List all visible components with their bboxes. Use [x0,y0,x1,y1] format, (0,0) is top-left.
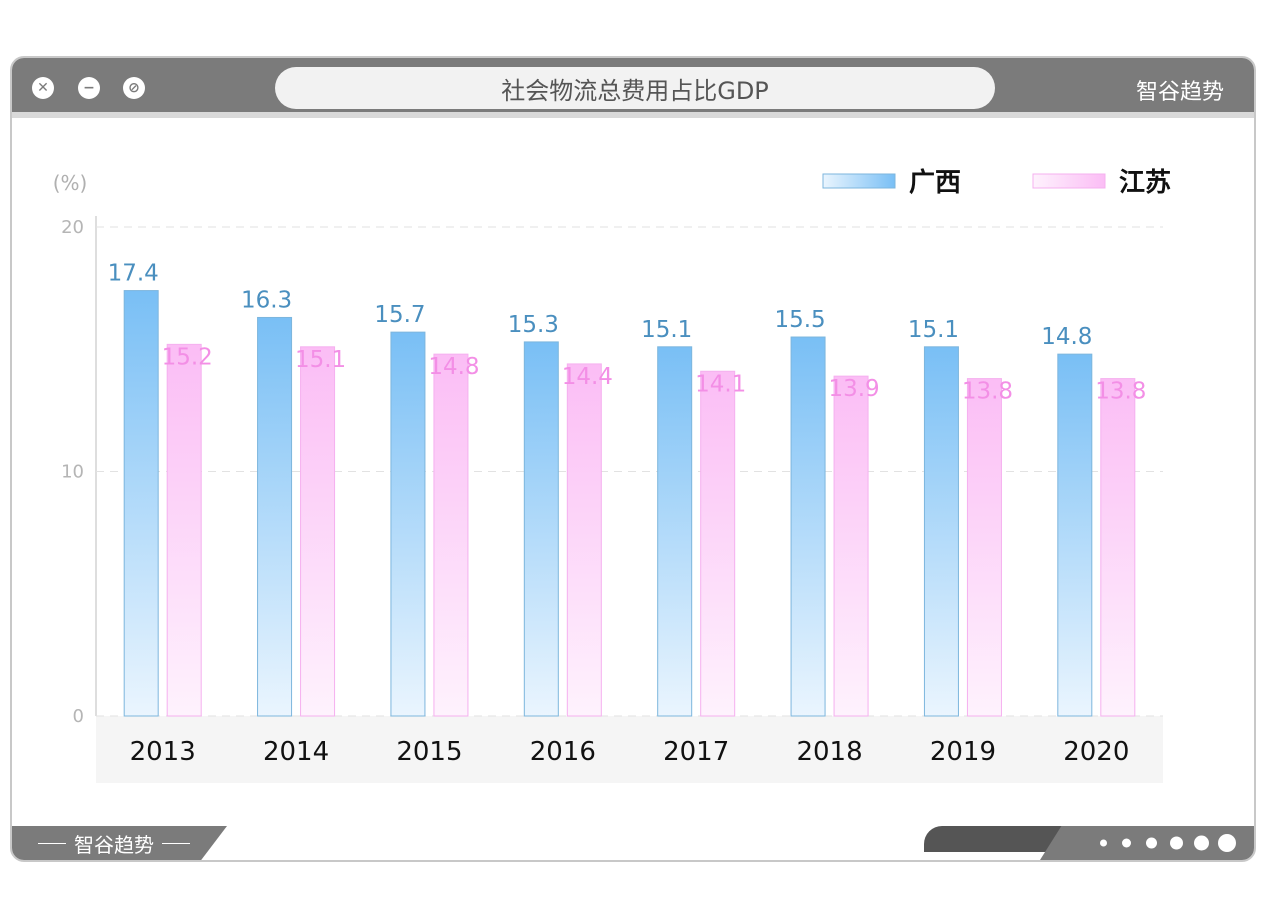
data-label: 14.1 [695,371,746,397]
x-tick-label: 2013 [130,737,196,767]
data-label: 13.9 [828,376,879,402]
page-dot[interactable] [1100,839,1107,847]
data-label: 14.8 [1041,324,1092,350]
x-tick-label: 2015 [396,737,462,767]
data-label: 15.1 [908,317,959,343]
bar-guangxi[interactable] [790,336,826,717]
bar-jiangsu[interactable] [433,353,469,717]
window-title: 社会物流总费用占比GDP [275,67,995,109]
bar-guangxi[interactable] [1057,353,1093,717]
page-dot[interactable] [1146,837,1157,849]
legend-label: 广西 [909,168,961,198]
title-bar: ✕ − ⊘ 社会物流总费用占比GDP 智谷趋势 [12,58,1254,118]
data-label: 13.8 [962,379,1013,405]
x-tick-label: 2020 [1063,737,1129,767]
close-icon[interactable]: ✕ [32,77,54,99]
footer-dash-left [38,842,66,844]
data-label: 13.8 [1095,379,1146,405]
bar-jiangsu[interactable] [700,370,736,717]
y-tick-label: 20 [61,217,84,238]
bar-guangxi[interactable] [390,331,426,717]
x-tick-label: 2018 [796,737,862,767]
bar-guangxi[interactable] [923,346,959,717]
bar-jiangsu[interactable] [166,343,202,717]
bar-jiangsu[interactable] [566,363,602,717]
bar-jiangsu[interactable] [300,346,336,717]
legend-swatch [1032,173,1106,189]
bar-jiangsu[interactable] [1100,378,1136,717]
data-label: 16.3 [241,287,292,313]
page-dot[interactable] [1194,835,1209,851]
disable-icon[interactable]: ⊘ [123,77,145,99]
bar-guangxi[interactable] [523,341,559,717]
footer-tab [924,826,1064,852]
bar-jiangsu[interactable] [966,378,1002,717]
bar-jiangsu[interactable] [833,375,869,717]
page-dot[interactable] [1170,836,1183,850]
x-tick-label: 2017 [663,737,729,767]
page-dot[interactable] [1122,838,1131,848]
footer-dash-right [162,842,190,844]
footer-brand-bar: 智谷趋势 [12,826,227,860]
x-tick-label: 2019 [930,737,996,767]
bar-guangxi[interactable] [657,346,693,717]
page-dot[interactable] [1218,834,1236,852]
data-label: 15.3 [508,312,559,338]
y-tick-label: 10 [61,462,84,483]
x-tick-label: 2014 [263,737,329,767]
x-tick-label: 2016 [530,737,596,767]
footer-dots [1040,826,1254,860]
category-band [96,716,1163,783]
brand-logo-top: 智谷趋势 [1135,80,1224,105]
data-label: 15.1 [641,317,692,343]
data-label: 15.2 [162,344,213,370]
data-label: 15.5 [774,307,825,333]
data-label: 14.8 [428,354,479,380]
data-label: 14.4 [562,364,613,390]
footer-brand: 智谷趋势 [74,832,154,857]
y-tick-label: 0 [73,706,84,727]
bar-guangxi[interactable] [257,316,293,717]
legend-swatch [822,173,896,189]
data-label: 15.7 [374,302,425,328]
legend-label: 江苏 [1119,168,1171,198]
data-label: 17.4 [108,261,159,287]
data-label: 15.1 [295,347,346,373]
y-axis-unit: (%) [53,171,88,195]
bar-guangxi[interactable] [123,290,159,717]
minimize-icon[interactable]: − [78,77,100,99]
